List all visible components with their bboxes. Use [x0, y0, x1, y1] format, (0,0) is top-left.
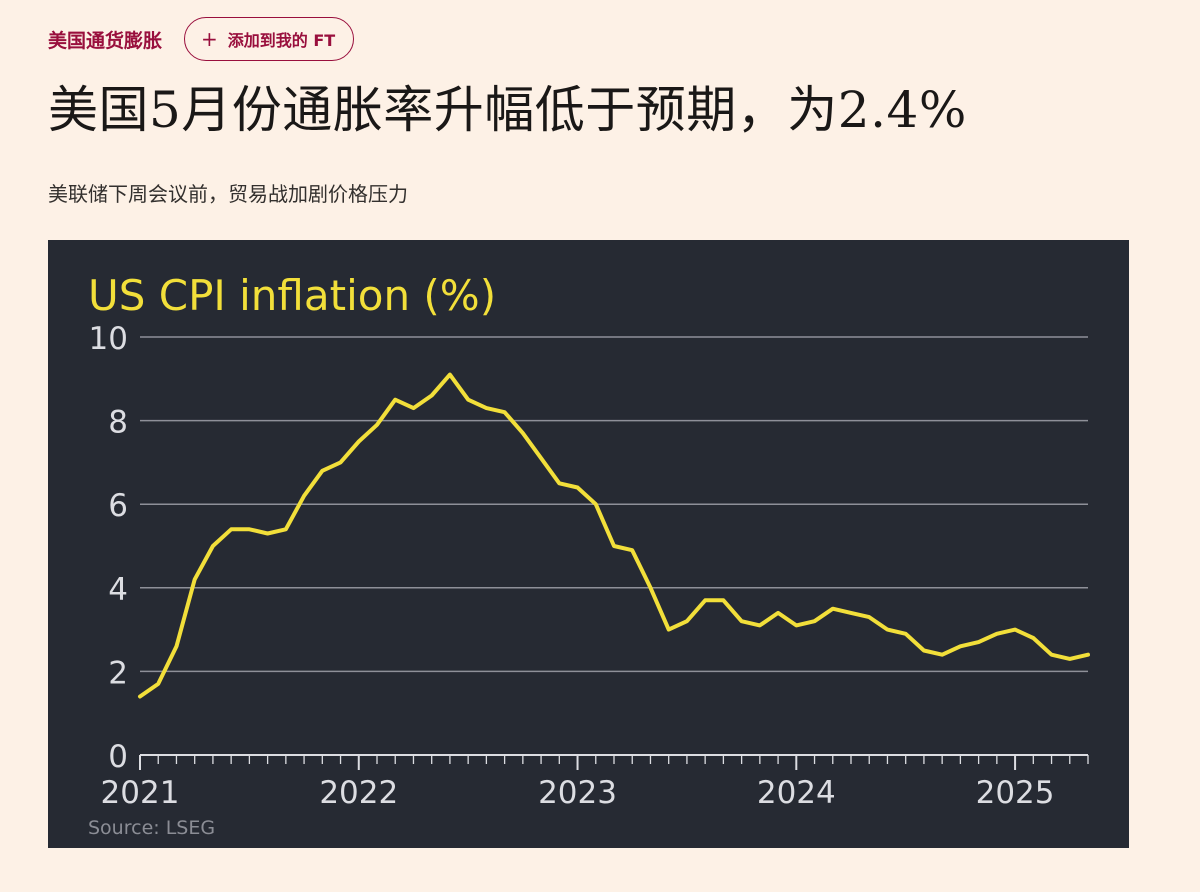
topic-row: 美国通货膨胀 + 添加到我的 FT: [48, 14, 355, 64]
series-line-0: [138, 372, 1090, 699]
x-tick-label: 2025: [976, 775, 1055, 811]
x-tick-label: 2021: [101, 775, 180, 811]
follow-topic-button[interactable]: + 添加到我的 FT: [184, 17, 355, 61]
y-tick-label: 0: [108, 739, 128, 775]
x-tick-label: 2024: [757, 775, 836, 811]
y-tick-label: 10: [89, 321, 128, 357]
chart-source: Source: LSEG: [88, 817, 215, 839]
headline: 美国5月份通胀率升幅低于预期，为2.4%: [48, 81, 967, 139]
standfirst: 美联储下周会议前，贸易战加剧价格压力: [48, 182, 408, 206]
plus-icon: +: [201, 27, 218, 51]
x-tick-label: 2022: [319, 775, 398, 811]
topic-link[interactable]: 美国通货膨胀: [48, 29, 163, 52]
series-layer: [138, 372, 1090, 699]
follow-button-label: 添加到我的 FT: [227, 31, 336, 50]
y-tick-label: 8: [108, 405, 128, 441]
x-tick-label: 2023: [538, 775, 617, 811]
y-axis-ticks: 0 2 4 6 8 10: [89, 321, 128, 775]
y-tick-label: 2: [108, 655, 128, 691]
chart-title: US CPI inflation (%): [88, 271, 496, 320]
x-axis-ticks: 2021 2022 2023 2024 2025: [101, 755, 1089, 811]
y-tick-label: 4: [108, 572, 128, 608]
chart-panel: US CPI inflation (%) 0 2 4 6 8 10 2021 2022 202…: [48, 240, 1129, 848]
y-tick-label: 6: [108, 488, 128, 524]
